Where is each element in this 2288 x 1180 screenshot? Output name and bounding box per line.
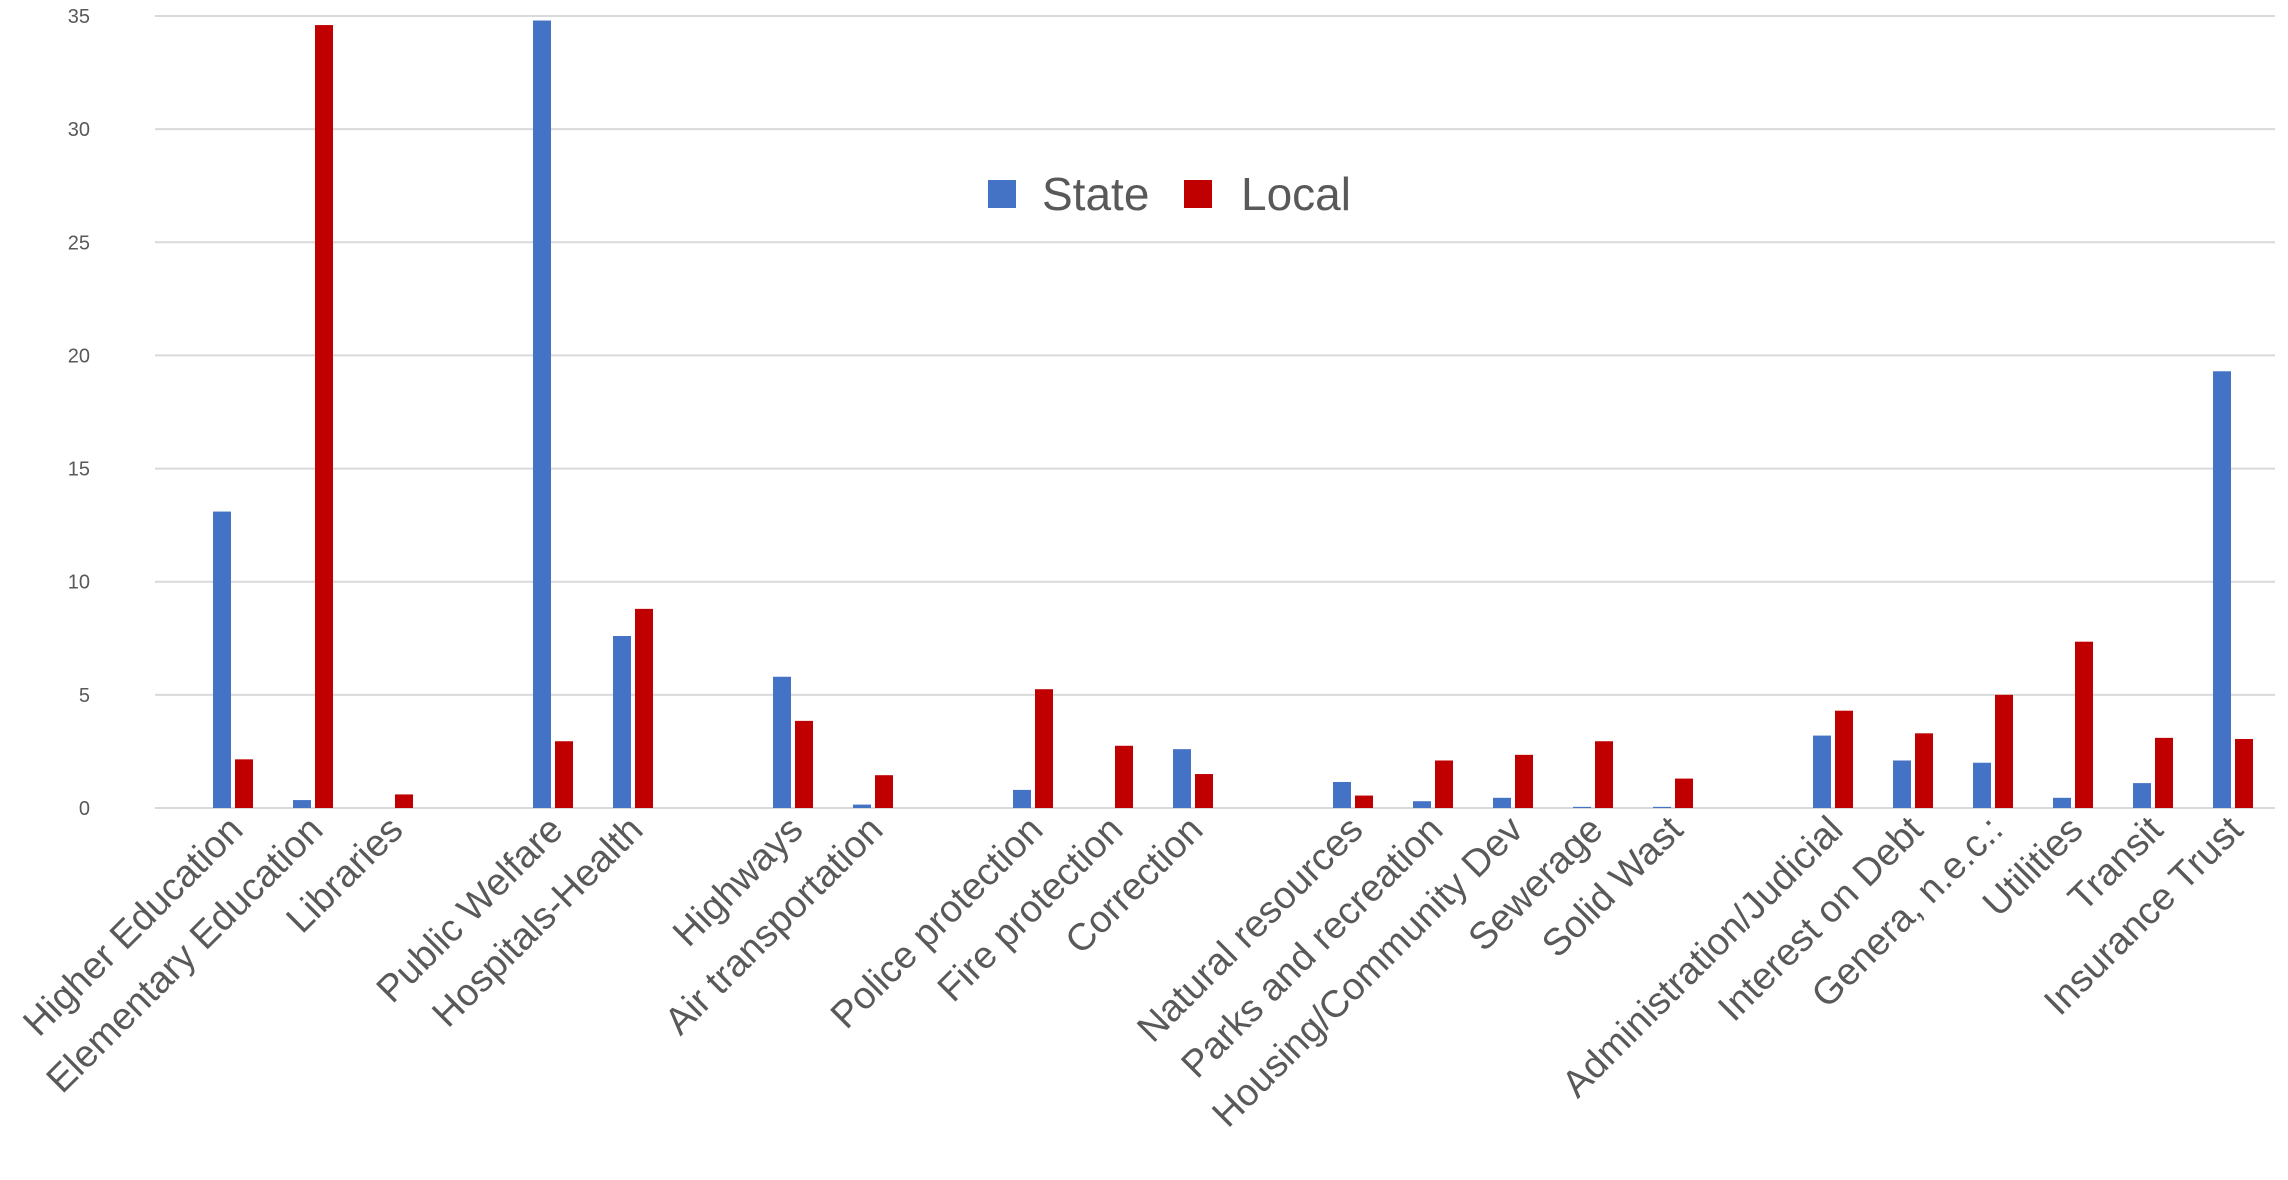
y-tick-label: 30 xyxy=(68,119,90,141)
bar-state-19 xyxy=(2133,783,2151,808)
bar-state-7 xyxy=(1013,789,1031,808)
y-tick-label: 10 xyxy=(68,572,90,594)
y-tick-label: 25 xyxy=(68,232,90,254)
bar-state-3 xyxy=(533,20,551,809)
bar-local-9 xyxy=(1195,774,1213,808)
bar-local-19 xyxy=(2155,737,2173,808)
bar-state-6 xyxy=(853,804,871,808)
bar-local-14 xyxy=(1675,778,1693,808)
bar-state-5 xyxy=(773,676,791,808)
bar-state-20 xyxy=(2213,371,2231,808)
bar-state-9 xyxy=(1173,749,1191,808)
bar-state-1 xyxy=(293,800,311,808)
bar-local-8 xyxy=(1115,745,1133,808)
bar-state-13 xyxy=(1573,806,1591,808)
bar-state-4 xyxy=(613,636,631,808)
x-tick-label: Housing/Community Dev xyxy=(1204,809,1531,1136)
bar-local-6 xyxy=(875,775,893,808)
bar-state-11 xyxy=(1413,801,1431,808)
y-tick-label: 20 xyxy=(68,345,90,367)
bar-local-16 xyxy=(1915,733,1933,808)
bar-state-12 xyxy=(1493,797,1511,808)
bar-local-17 xyxy=(1995,694,2013,808)
legend: State Local xyxy=(988,168,1351,220)
bar-state-0 xyxy=(213,511,231,808)
legend-label-state: State xyxy=(1042,168,1149,220)
bar-local-13 xyxy=(1595,741,1613,808)
bar-local-11 xyxy=(1435,760,1453,808)
y-tick-label: 5 xyxy=(79,685,90,707)
bar-local-12 xyxy=(1515,754,1533,808)
bar-local-7 xyxy=(1035,689,1053,808)
bar-state-16 xyxy=(1893,760,1911,808)
legend-swatch-state xyxy=(988,180,1016,208)
y-tick-label: 0 xyxy=(79,798,90,820)
y-axis: 0 5 10 15 20 25 30 35 xyxy=(68,6,90,820)
bar-local-5 xyxy=(795,720,813,808)
bar-state-17 xyxy=(1973,762,1991,808)
grid-layer xyxy=(155,15,2275,809)
bar-state-18 xyxy=(2053,797,2071,808)
bars-layer xyxy=(213,20,2253,809)
bar-local-20 xyxy=(2235,738,2253,808)
bar-local-15 xyxy=(1835,710,1853,808)
bar-state-14 xyxy=(1653,806,1671,808)
bar-local-18 xyxy=(2075,641,2093,808)
legend-swatch-local xyxy=(1184,180,1212,208)
bar-local-10 xyxy=(1355,795,1373,808)
y-tick-label: 35 xyxy=(68,6,90,28)
legend-label-local: Local xyxy=(1241,168,1351,220)
bar-local-4 xyxy=(635,608,653,808)
bar-local-0 xyxy=(235,759,253,808)
bar-state-10 xyxy=(1333,781,1351,808)
y-tick-label: 15 xyxy=(68,459,90,481)
bar-local-3 xyxy=(555,741,573,808)
bar-local-2 xyxy=(395,794,413,808)
bar-state-15 xyxy=(1813,735,1831,808)
bar-local-1 xyxy=(315,25,333,808)
